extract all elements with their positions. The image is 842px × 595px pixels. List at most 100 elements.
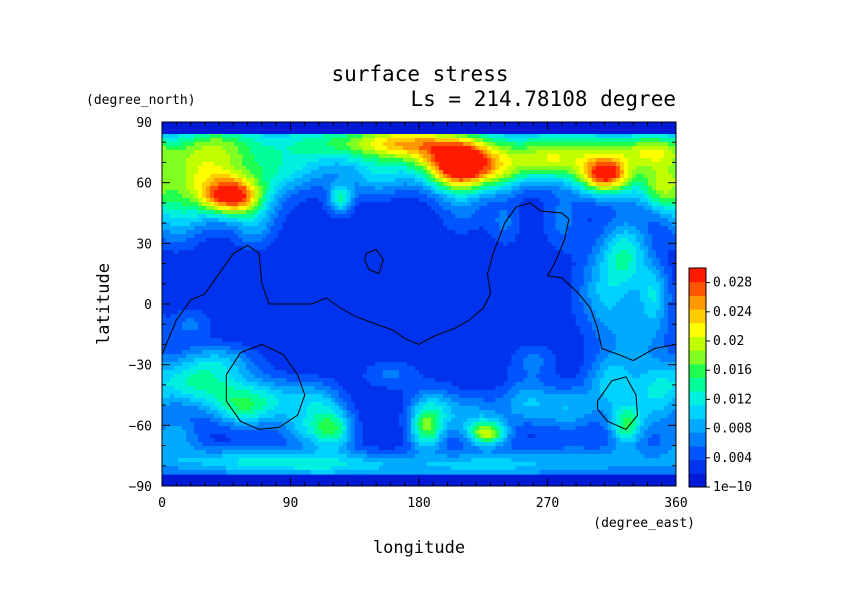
- heatmap-cell: [238, 234, 243, 239]
- heatmap-cell: [451, 154, 456, 159]
- heatmap-cell: [435, 190, 440, 195]
- heatmap-cell: [511, 266, 516, 271]
- heatmap-cell: [230, 190, 235, 195]
- heatmap-cell: [651, 146, 657, 151]
- heatmap-cell: [254, 242, 259, 247]
- heatmap-cell: [647, 174, 653, 179]
- heatmap-cell: [523, 142, 529, 147]
- heatmap-cell: [274, 282, 280, 287]
- heatmap-cell: [298, 174, 304, 179]
- heatmap-cell: [194, 254, 199, 259]
- heatmap-cell: [374, 222, 380, 227]
- heatmap-cell: [475, 222, 480, 227]
- heatmap-cell: [242, 262, 247, 267]
- heatmap-cell: [170, 262, 175, 267]
- heatmap-cell: [290, 150, 296, 155]
- heatmap-cell: [435, 286, 440, 291]
- heatmap-cell: [471, 250, 476, 255]
- heatmap-cell: [547, 246, 553, 251]
- heatmap-cell: [402, 150, 408, 155]
- heatmap-cell: [374, 214, 380, 219]
- heatmap-cell: [326, 150, 332, 155]
- heatmap-cell: [338, 146, 344, 151]
- heatmap-cell: [439, 270, 444, 275]
- heatmap-cell: [262, 190, 268, 195]
- heatmap-cell: [358, 158, 364, 163]
- heatmap-cell: [310, 246, 316, 251]
- heatmap-cell: [342, 250, 348, 255]
- heatmap-cell: [667, 190, 673, 195]
- heatmap-cell: [611, 254, 617, 259]
- heatmap-cell: [298, 198, 304, 203]
- heatmap-cell: [463, 146, 468, 151]
- heatmap-cell: [246, 134, 251, 139]
- heatmap-cell: [571, 262, 577, 267]
- heatmap-cell: [294, 246, 300, 251]
- heatmap-cell: [515, 154, 520, 159]
- heatmap-cell: [374, 242, 380, 247]
- heatmap-cell: [619, 138, 625, 143]
- heatmap-cell: [503, 282, 508, 287]
- heatmap-cell: [318, 198, 324, 203]
- heatmap-cell: [539, 214, 545, 219]
- heatmap-cell: [591, 218, 597, 223]
- heatmap-cell: [234, 178, 239, 183]
- heatmap-cell: [342, 186, 348, 191]
- heatmap-cell: [274, 198, 280, 203]
- heatmap-cell: [419, 218, 424, 223]
- heatmap-cell: [427, 258, 432, 263]
- heatmap-cell: [567, 250, 573, 255]
- heatmap-cell: [535, 282, 541, 287]
- heatmap-cell: [190, 258, 195, 263]
- heatmap-cell: [559, 138, 565, 143]
- heatmap-cell: [427, 158, 432, 163]
- heatmap-cell: [298, 234, 304, 239]
- heatmap-cell: [611, 218, 617, 223]
- heatmap-cell: [162, 158, 167, 163]
- heatmap-cell: [611, 138, 617, 143]
- heatmap-cell: [202, 262, 207, 267]
- heatmap-cell: [627, 222, 633, 227]
- heatmap-cell: [270, 246, 276, 251]
- heatmap-cell: [170, 190, 175, 195]
- heatmap-cell: [567, 230, 573, 235]
- heatmap-cell: [651, 258, 657, 263]
- heatmap-cell: [258, 206, 263, 211]
- heatmap-cell: [655, 222, 661, 227]
- heatmap-cell: [435, 138, 440, 143]
- heatmap-cell: [206, 234, 211, 239]
- heatmap-cell: [603, 142, 609, 147]
- heatmap-cell: [483, 282, 488, 287]
- heatmap-cell: [286, 278, 292, 283]
- heatmap-cell: [527, 198, 533, 203]
- heatmap-cell: [627, 230, 633, 235]
- heatmap-cell: [451, 166, 456, 171]
- heatmap-cell: [663, 230, 669, 235]
- heatmap-cell: [471, 214, 476, 219]
- heatmap-cell: [238, 218, 243, 223]
- heatmap-cell: [435, 234, 440, 239]
- heatmap-cell: [162, 170, 167, 175]
- heatmap-cell: [475, 230, 480, 235]
- heatmap-cell: [463, 254, 468, 259]
- heatmap-cell: [511, 146, 516, 151]
- heatmap-cell: [587, 226, 593, 231]
- heatmap-cell: [230, 142, 235, 147]
- heatmap-cell: [374, 282, 380, 287]
- heatmap-cell: [318, 146, 324, 151]
- heatmap-cell: [643, 166, 649, 171]
- heatmap-cell: [182, 158, 187, 163]
- heatmap-cell: [539, 162, 545, 167]
- heatmap-cell: [286, 286, 292, 291]
- heatmap-cell: [366, 186, 372, 191]
- heatmap-cell: [647, 134, 653, 139]
- heatmap-cell: [419, 242, 424, 247]
- heatmap-cell: [671, 282, 676, 287]
- heatmap-cell: [559, 134, 565, 139]
- heatmap-cell: [423, 226, 428, 231]
- heatmap-cell: [615, 210, 621, 215]
- heatmap-cell: [627, 138, 633, 143]
- heatmap-cell: [571, 274, 577, 279]
- heatmap-cell: [250, 178, 255, 183]
- heatmap-cell: [346, 286, 352, 291]
